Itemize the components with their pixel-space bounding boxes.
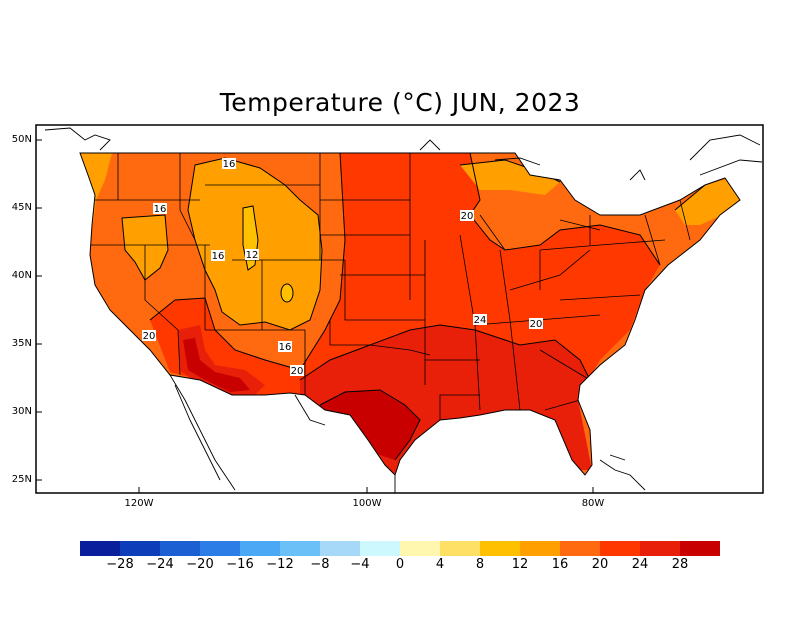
svg-text:16: 16 <box>154 204 167 215</box>
lat-label: 45N <box>11 202 32 213</box>
colorbar-tick-label: −4 <box>350 557 370 572</box>
contour-label: 24 <box>473 314 487 326</box>
svg-text:12: 12 <box>246 250 259 261</box>
colorbar-tick-label: 0 <box>395 557 405 572</box>
svg-text:16: 16 <box>279 342 292 353</box>
colorbar-swatch <box>520 541 560 556</box>
colorbar-tick-label: 8 <box>475 557 485 572</box>
band-12-16-great-lakes <box>460 160 560 195</box>
contour-label: 16 <box>222 158 236 170</box>
colorbar-tick-label: 16 <box>551 557 569 572</box>
svg-text:20: 20 <box>143 331 156 342</box>
lon-label: 100W <box>352 498 382 509</box>
lon-label: 80W <box>581 498 605 509</box>
colorbar-swatch <box>640 541 680 556</box>
svg-text:16: 16 <box>212 251 225 262</box>
colorbar-tick-label: −20 <box>186 557 214 572</box>
colorbar-tick-label: 24 <box>631 557 649 572</box>
colorbar-tick-label: 12 <box>511 557 529 572</box>
colorbar-swatch <box>240 541 280 556</box>
colorbar-swatch <box>200 541 240 556</box>
svg-text:20: 20 <box>530 319 543 330</box>
svg-text:20: 20 <box>461 211 474 222</box>
contour-label-group: 16 16 16 12 20 16 20 20 24 20 <box>142 158 543 377</box>
colorbar-swatch <box>360 541 400 556</box>
colorbar-tick-label: −28 <box>106 557 134 572</box>
colorbar-swatch <box>440 541 480 556</box>
contour-label: 20 <box>290 365 304 377</box>
lat-label: 35N <box>11 338 32 349</box>
lat-label: 25N <box>11 474 32 485</box>
colorbar-swatch <box>560 541 600 556</box>
state-borders <box>90 153 691 420</box>
colorbar <box>80 541 720 556</box>
colorbar-swatch <box>680 541 720 556</box>
contour-lines <box>121 153 706 461</box>
colorbar-tick-label: 4 <box>435 557 445 572</box>
band-28-plus-desert <box>183 338 250 392</box>
contour-label: 20 <box>529 318 543 330</box>
lat-label: 40N <box>11 270 32 281</box>
colorbar-swatch <box>280 541 320 556</box>
colorbar-tick-label: −8 <box>310 557 330 572</box>
svg-text:20: 20 <box>291 366 304 377</box>
colorbar-tick-label: −16 <box>226 557 254 572</box>
colorbar-swatch <box>320 541 360 556</box>
contour-label: 16 <box>211 250 225 262</box>
band-12-16-northeast <box>675 178 740 225</box>
contour-label: 20 <box>142 330 156 342</box>
svg-text:16: 16 <box>223 159 236 170</box>
band-8-12-colorado <box>281 284 293 302</box>
band-24-28-desert <box>178 325 265 395</box>
colorbar-swatch <box>160 541 200 556</box>
contour-label: 20 <box>460 210 474 222</box>
colorbar-tick-label: −12 <box>266 557 294 572</box>
svg-text:24: 24 <box>474 315 487 326</box>
axis-ticks <box>36 139 594 493</box>
map-title: Temperature (°C) JUN, 2023 <box>219 88 581 117</box>
contour-label: 16 <box>153 203 167 215</box>
colorbar-tick-label: 28 <box>671 557 689 572</box>
colorbar-swatch <box>600 541 640 556</box>
contour-label: 16 <box>278 341 292 353</box>
colorbar-swatch <box>120 541 160 556</box>
neighbor-coastlines <box>44 127 763 493</box>
lon-label: 120W <box>124 498 154 509</box>
colorbar-tick-label: −24 <box>146 557 174 572</box>
colorbar-swatch <box>80 541 120 556</box>
lat-label: 30N <box>11 406 32 417</box>
colorbar-swatch <box>400 541 440 556</box>
lat-label: 50N <box>11 134 32 145</box>
contour-label: 12 <box>245 249 259 261</box>
band-12-16-pnw <box>80 153 112 230</box>
colorbar-swatch <box>480 541 520 556</box>
colorbar-tick-label: 20 <box>591 557 609 572</box>
band-28-plus-texas <box>320 390 420 460</box>
